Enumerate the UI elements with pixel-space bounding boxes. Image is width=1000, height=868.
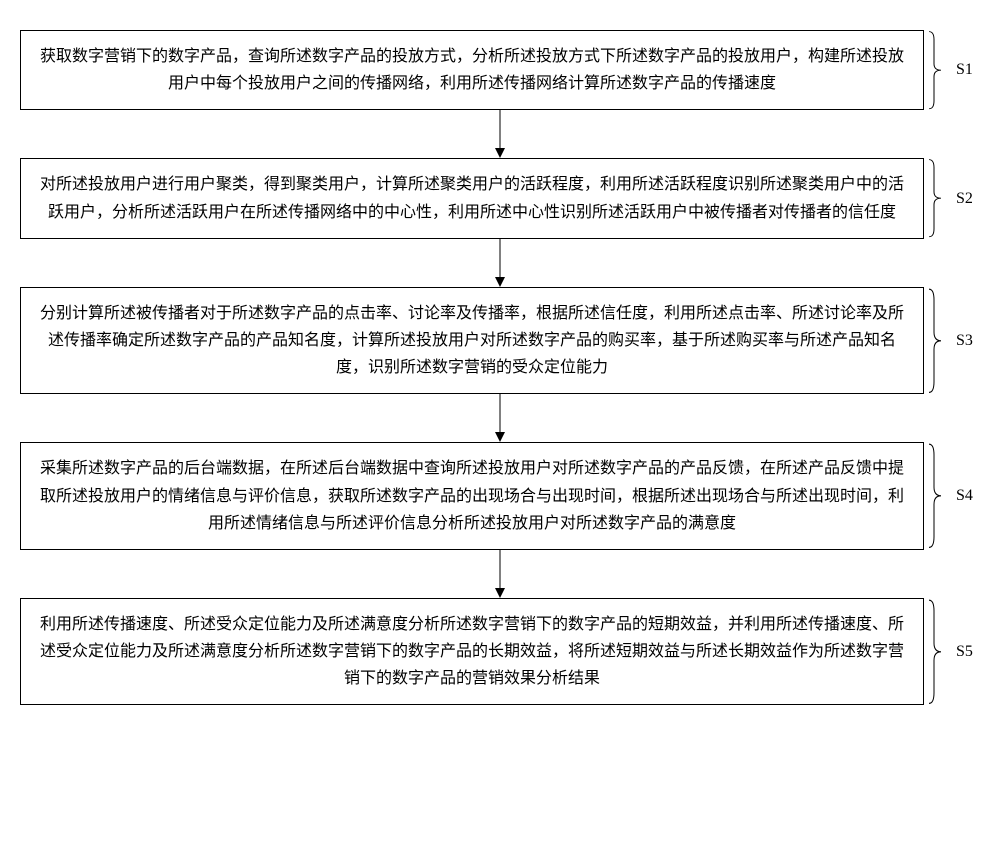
- step-box-s5: 利用所述传播速度、所述受众定位能力及所述满意度分析所述数字营销下的数字产品的短期…: [20, 598, 924, 706]
- step-label-s2: S2: [956, 190, 980, 208]
- step-label-s5: S5: [956, 643, 980, 661]
- step-row-s5: 利用所述传播速度、所述受众定位能力及所述满意度分析所述数字营销下的数字产品的短期…: [20, 598, 980, 706]
- arrow-s3-s4: [20, 394, 980, 442]
- step-box-s4: 采集所述数字产品的后台端数据，在所述后台端数据中查询所述投放用户对所述数字产品的…: [20, 442, 924, 550]
- step-box-s1: 获取数字营销下的数字产品，查询所述数字产品的投放方式，分析所述投放方式下所述数字…: [20, 30, 924, 110]
- step-row-s3: 分别计算所述被传播者对于所述数字产品的点击率、讨论率及传播率，根据所述信任度，利…: [20, 287, 980, 395]
- arrow-s2-s3: [20, 239, 980, 287]
- step-label-s3: S3: [956, 332, 980, 350]
- flowchart-container: 获取数字营销下的数字产品，查询所述数字产品的投放方式，分析所述投放方式下所述数字…: [20, 30, 980, 705]
- brace-s4: [928, 442, 942, 550]
- brace-s1: [928, 30, 942, 110]
- step-row-s2: 对所述投放用户进行用户聚类，得到聚类用户，计算所述聚类用户的活跃程度，利用所述活…: [20, 158, 980, 238]
- arrow-s4-s5: [20, 550, 980, 598]
- step-box-s3: 分别计算所述被传播者对于所述数字产品的点击率、讨论率及传播率，根据所述信任度，利…: [20, 287, 924, 395]
- brace-s5: [928, 598, 942, 706]
- step-label-s1: S1: [956, 61, 980, 79]
- arrow-s1-s2: [20, 110, 980, 158]
- step-row-s1: 获取数字营销下的数字产品，查询所述数字产品的投放方式，分析所述投放方式下所述数字…: [20, 30, 980, 110]
- step-box-s2: 对所述投放用户进行用户聚类，得到聚类用户，计算所述聚类用户的活跃程度，利用所述活…: [20, 158, 924, 238]
- step-row-s4: 采集所述数字产品的后台端数据，在所述后台端数据中查询所述投放用户对所述数字产品的…: [20, 442, 980, 550]
- brace-s3: [928, 287, 942, 395]
- brace-s2: [928, 158, 942, 238]
- step-label-s4: S4: [956, 487, 980, 505]
